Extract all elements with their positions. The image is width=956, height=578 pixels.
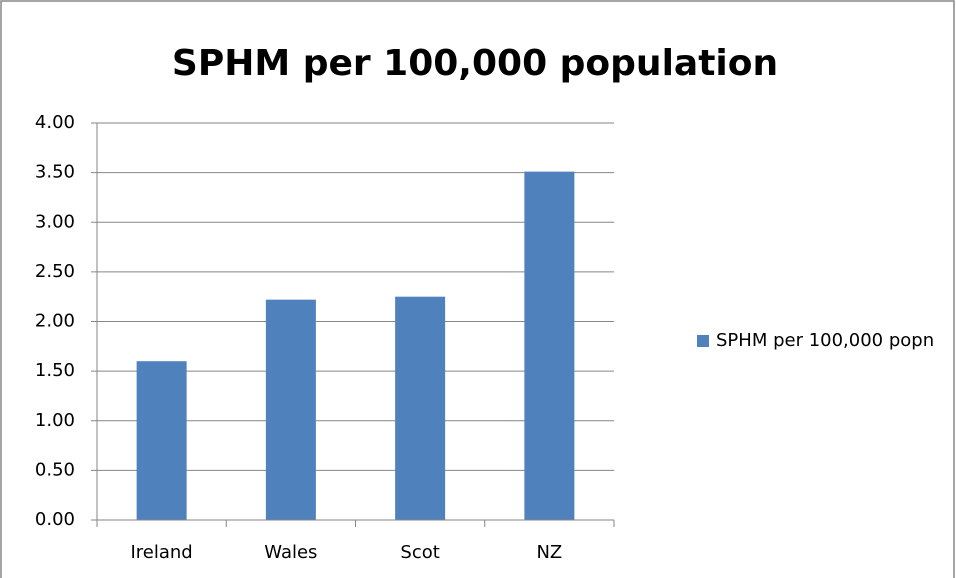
x-tick-label: Scot [400, 542, 439, 563]
legend-swatch [697, 335, 709, 347]
x-tick-label: Wales [264, 542, 317, 563]
y-tick-label: 2.50 [35, 261, 75, 282]
y-tick-label: 0.50 [35, 459, 75, 480]
y-tick-label: 3.50 [35, 162, 75, 183]
y-tick-label: 1.50 [35, 360, 75, 381]
y-tick-label: 2.00 [35, 311, 75, 332]
x-tick-label: Ireland [130, 542, 192, 563]
y-tick-label: 3.00 [35, 211, 75, 232]
y-tick-label: 1.00 [35, 410, 75, 431]
y-tick-label: 4.00 [35, 112, 75, 133]
chart-title: SPHM per 100,000 population [172, 43, 778, 84]
x-tick-label: NZ [536, 542, 562, 563]
bar [395, 296, 446, 520]
bar [136, 361, 187, 520]
y-tick-label: 0.00 [35, 509, 75, 530]
bar [524, 171, 575, 520]
bar [265, 299, 316, 520]
legend-label: SPHM per 100,000 popn [716, 330, 934, 351]
